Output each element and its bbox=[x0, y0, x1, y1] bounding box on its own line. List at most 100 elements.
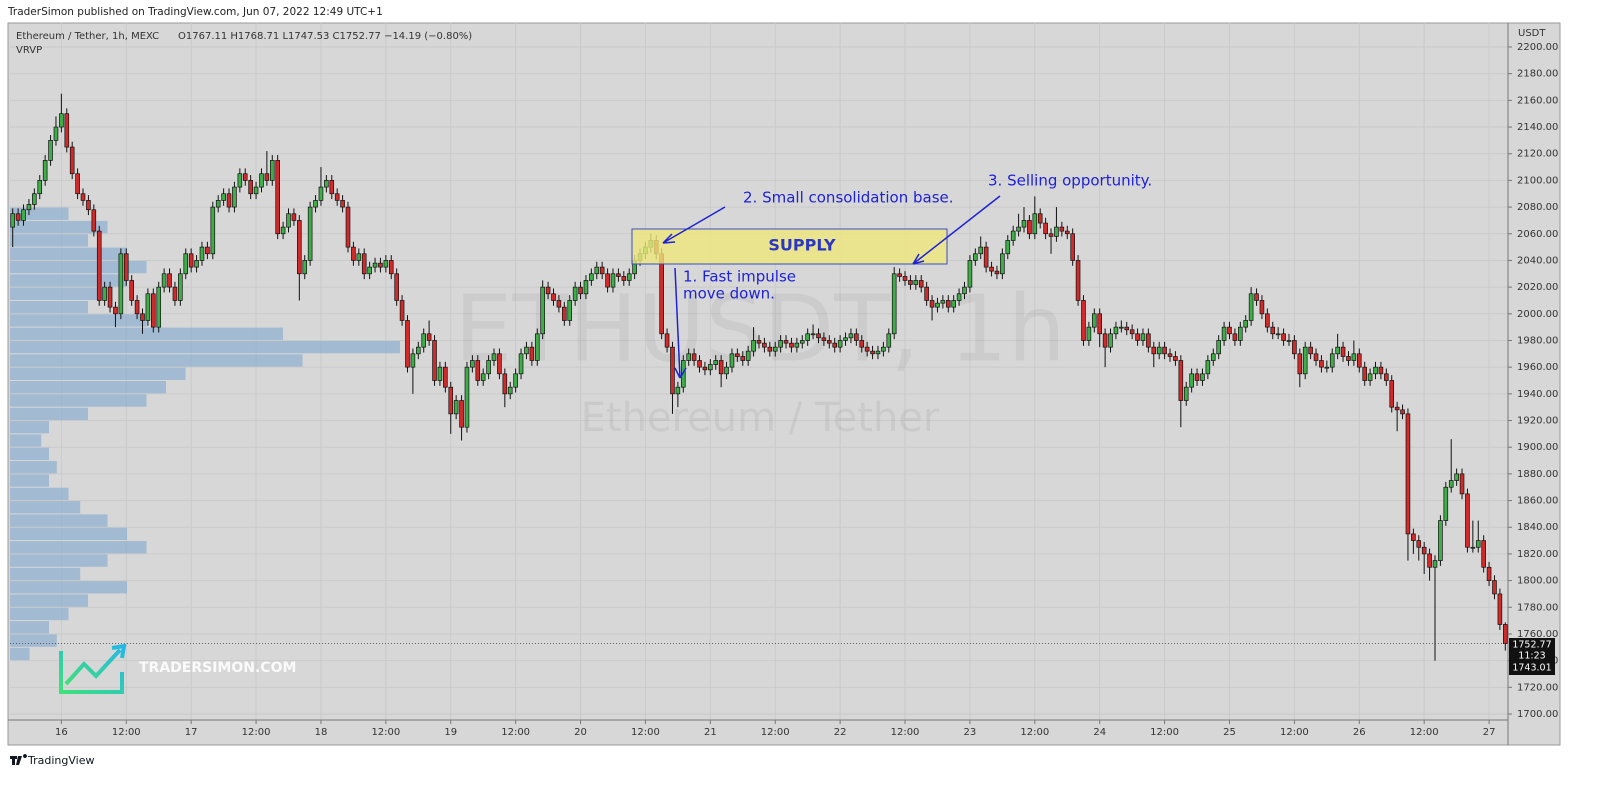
logo: TRADERSIMON.COM bbox=[59, 643, 296, 694]
x-tick-label: 24 bbox=[1093, 727, 1106, 738]
candle-body bbox=[1086, 326, 1092, 341]
profile-bar bbox=[10, 367, 186, 381]
y-tick-label: 1720.00 bbox=[1517, 682, 1558, 693]
candle-body bbox=[151, 293, 156, 328]
candle-body bbox=[621, 276, 627, 281]
y-tick-label: 1960.00 bbox=[1517, 362, 1558, 373]
candle-body bbox=[107, 286, 113, 308]
footer-brand: TradingView bbox=[27, 754, 94, 767]
candle-body bbox=[902, 276, 908, 281]
candle-body bbox=[437, 366, 443, 381]
x-tick-label: 27 bbox=[1483, 727, 1496, 738]
candle-body bbox=[1081, 300, 1086, 341]
profile-bar bbox=[10, 394, 147, 407]
candle-body bbox=[1091, 313, 1097, 328]
candle-body bbox=[1054, 226, 1059, 237]
candle-body bbox=[242, 173, 248, 181]
candle-body bbox=[983, 246, 989, 268]
candle-body bbox=[540, 286, 545, 335]
candle-body bbox=[729, 353, 735, 368]
supply-label: SUPPLY bbox=[768, 236, 836, 255]
candle-body bbox=[778, 340, 783, 348]
candle-body bbox=[534, 333, 540, 361]
annotation-text: move down. bbox=[683, 285, 775, 303]
candle-body bbox=[269, 160, 275, 181]
candle-body bbox=[659, 253, 664, 335]
candle-body bbox=[935, 302, 940, 308]
y-tick-label: 2140.00 bbox=[1517, 122, 1558, 133]
candle-body bbox=[978, 246, 984, 255]
symbol-legend: Ethereum / Tether, 1h, MEXC bbox=[16, 31, 159, 42]
candle-body bbox=[416, 346, 421, 355]
candle-body bbox=[215, 200, 221, 208]
candle-body bbox=[756, 340, 762, 344]
x-tick-label: 26 bbox=[1353, 727, 1366, 738]
candle-body bbox=[448, 386, 454, 415]
candle-body bbox=[1486, 566, 1492, 581]
candle-body bbox=[1167, 353, 1173, 357]
candle-body bbox=[994, 270, 1000, 275]
candle-body bbox=[929, 300, 935, 308]
candle-body bbox=[302, 260, 308, 275]
candle-body bbox=[670, 346, 675, 395]
x-tick-label: 17 bbox=[185, 727, 198, 738]
candle-body bbox=[275, 160, 280, 235]
candle-body bbox=[1254, 293, 1259, 301]
candle-body bbox=[1205, 360, 1211, 375]
candle-body bbox=[1400, 409, 1405, 415]
candle-body bbox=[248, 180, 253, 195]
x-tick-label: 12:00 bbox=[112, 727, 141, 738]
y-tick-label: 1780.00 bbox=[1517, 602, 1558, 613]
candle-body bbox=[405, 320, 410, 368]
candle-body bbox=[356, 253, 362, 261]
x-tick-label: 20 bbox=[574, 727, 587, 738]
candle-body bbox=[1113, 326, 1119, 335]
candle-body bbox=[134, 300, 140, 315]
y-tick-label: 1840.00 bbox=[1517, 522, 1558, 533]
candle-body bbox=[854, 333, 859, 341]
last-price: 1752.77 bbox=[1512, 640, 1551, 651]
x-tick-label: 12:00 bbox=[242, 727, 271, 738]
candle-body bbox=[410, 353, 416, 368]
candle-body bbox=[1475, 540, 1481, 548]
candle-body bbox=[286, 213, 291, 228]
candle-body bbox=[378, 262, 383, 268]
candle-body bbox=[1216, 340, 1221, 355]
candle-body bbox=[1313, 353, 1319, 361]
candle-body bbox=[32, 193, 37, 205]
candle-body bbox=[1438, 520, 1443, 561]
candle-body bbox=[805, 333, 810, 341]
profile-bar bbox=[10, 274, 127, 287]
candle-body bbox=[399, 300, 405, 321]
candle-body bbox=[718, 360, 724, 375]
candle-body bbox=[605, 273, 610, 288]
candle-body bbox=[459, 400, 464, 428]
profile-bar bbox=[10, 434, 42, 447]
candle-body bbox=[502, 373, 508, 395]
candle-body bbox=[832, 342, 838, 348]
y-tick-label: 1700.00 bbox=[1517, 709, 1558, 720]
candle-body bbox=[334, 193, 340, 201]
candle-body bbox=[226, 193, 232, 208]
profile-bar bbox=[10, 487, 69, 501]
candle-body bbox=[783, 340, 789, 344]
candle-body bbox=[1297, 353, 1303, 375]
profile-bar bbox=[10, 541, 147, 554]
candle-body bbox=[897, 273, 902, 277]
chart-panel bbox=[7, 22, 1561, 746]
candle-body bbox=[1238, 326, 1243, 341]
candle-body bbox=[789, 342, 794, 348]
candle-body bbox=[210, 206, 216, 255]
candle-body bbox=[870, 350, 875, 355]
profile-bar bbox=[10, 474, 49, 487]
candles bbox=[10, 93, 1508, 661]
candle-body bbox=[1059, 226, 1065, 232]
candle-body bbox=[232, 186, 237, 208]
candle-body bbox=[15, 213, 21, 221]
supply-box bbox=[631, 228, 948, 265]
annotation-text: 2. Small consolidation base. bbox=[743, 189, 954, 207]
arrow bbox=[662, 206, 726, 244]
candle-body bbox=[172, 286, 178, 301]
candle-body bbox=[372, 262, 378, 268]
